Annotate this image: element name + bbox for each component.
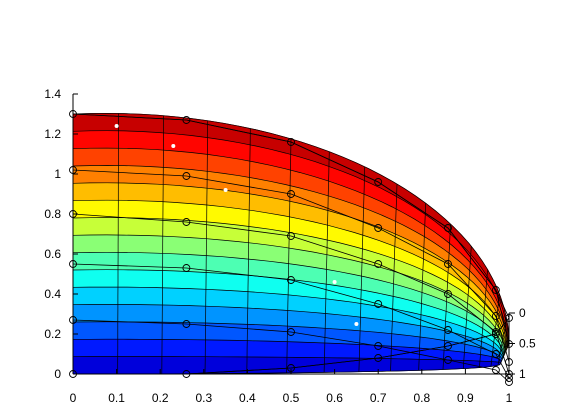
control-point <box>444 326 452 334</box>
mesh-line-v <box>72 165 508 349</box>
y-tick-label: 0.4 <box>44 287 61 301</box>
control-point <box>287 190 295 198</box>
control-point <box>182 218 191 226</box>
control-point <box>444 224 452 232</box>
y-tick-label: 1.4 <box>44 87 61 101</box>
x-tick-label: 0.3 <box>195 391 212 405</box>
y-tick-label: 0 <box>54 367 61 381</box>
control-point <box>374 354 383 362</box>
y-tick-label: 0.2 <box>44 327 61 341</box>
control-point <box>444 290 452 298</box>
mesh-line-v <box>72 304 503 359</box>
control-point <box>491 330 500 338</box>
y-tick-label: 1 <box>54 167 61 181</box>
highlight-point <box>354 322 359 326</box>
mesh-line-v <box>72 147 509 347</box>
control-point <box>505 378 513 386</box>
mesh-line-u <box>462 246 472 369</box>
z-tick-label: 0.5 <box>519 337 536 351</box>
control-point <box>287 232 295 240</box>
x-tick-label: 0.8 <box>413 391 430 405</box>
x-tick-label: 0.9 <box>457 391 474 405</box>
mesh-line-u <box>390 183 398 372</box>
mesh-line-v <box>72 286 504 358</box>
mesh-line-u <box>323 151 330 373</box>
control-point <box>182 172 191 180</box>
mesh-line-u <box>418 203 427 371</box>
control-point <box>491 286 500 294</box>
control-polyline <box>72 169 510 363</box>
highlight-point <box>171 144 176 148</box>
x-tick-label: 0.2 <box>152 391 169 405</box>
x-tick-label: 0.6 <box>326 391 343 405</box>
control-point <box>287 276 295 284</box>
control-point <box>287 328 295 336</box>
control-point <box>182 116 191 124</box>
x-tick-label: 0.7 <box>370 391 387 405</box>
y-tick-label: 0.8 <box>44 207 61 221</box>
control-point <box>491 350 500 358</box>
x-tick-label: 1 <box>506 391 513 405</box>
mesh-line-u <box>479 269 489 368</box>
x-tick-label: 0.1 <box>108 391 125 405</box>
z-tick-label: 0 <box>519 306 526 320</box>
mesh-line-u <box>161 115 164 374</box>
y-tick-label: 1.2 <box>44 127 61 141</box>
highlight-point <box>223 188 228 192</box>
control-point <box>287 138 295 146</box>
control-polyline <box>72 263 510 379</box>
control-point <box>182 320 191 328</box>
axes-layer: 0 0.1 0.2 0.3 0.4 0.5 0.6 0.7 0.8 0.9 1 0 0.2 0.4 0.6 0… <box>44 87 536 405</box>
mesh-line-v <box>72 217 506 353</box>
mesh-line-v <box>72 234 506 354</box>
x-tick-label: 0 <box>70 391 77 405</box>
control-polyline <box>72 319 510 383</box>
x-tick-label: 0.4 <box>239 391 256 405</box>
control-point <box>491 328 500 336</box>
x-tick-label: 0.5 <box>283 391 300 405</box>
mesh-line-u <box>204 120 209 374</box>
mesh-line-u <box>246 128 251 374</box>
mesh-line-u <box>117 113 119 374</box>
control-point <box>374 342 383 350</box>
control-point <box>444 342 452 350</box>
control-point <box>491 312 500 320</box>
control-point <box>374 224 383 232</box>
control-point <box>374 178 383 186</box>
control-point <box>374 260 383 268</box>
control-point <box>444 260 452 268</box>
mesh-line-u <box>286 138 292 373</box>
control-point <box>374 300 383 308</box>
mesh-line-v <box>72 182 508 350</box>
control-polyline <box>72 213 510 375</box>
mesh-line-v <box>72 112 510 345</box>
control-point <box>182 264 191 272</box>
mesh-line-u <box>358 166 366 372</box>
highlight-point <box>114 124 119 128</box>
z-tick-label: 1 <box>519 367 526 381</box>
control-point <box>444 356 452 364</box>
y-tick-label: 0.6 <box>44 247 61 261</box>
highlight-point <box>332 280 337 284</box>
mesh-line-v <box>72 199 507 351</box>
